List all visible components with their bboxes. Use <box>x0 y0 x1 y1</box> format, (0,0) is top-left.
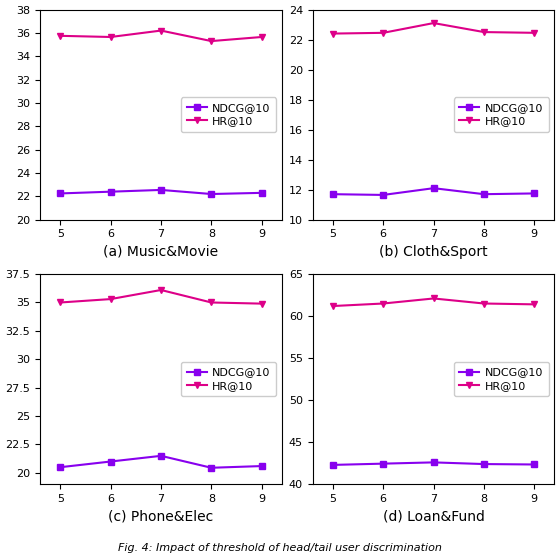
NDCG@10 <box>430 185 437 192</box>
NDCG@10 <box>208 464 214 471</box>
X-axis label: (d) Loan&Fund: (d) Loan&Fund <box>382 510 484 524</box>
Legend: NDCG@10, HR@10: NDCG@10, HR@10 <box>454 362 549 396</box>
NDCG@10 <box>258 463 265 469</box>
NDCG@10 <box>57 464 64 470</box>
Legend: NDCG@10, HR@10: NDCG@10, HR@10 <box>181 362 276 396</box>
NDCG@10 <box>380 192 386 198</box>
NDCG@10 <box>380 460 386 467</box>
HR@10 <box>108 34 114 40</box>
Line: NDCG@10: NDCG@10 <box>330 186 537 198</box>
NDCG@10 <box>108 458 114 465</box>
NDCG@10 <box>157 187 164 193</box>
X-axis label: (b) Cloth&Sport: (b) Cloth&Sport <box>379 245 488 259</box>
HR@10 <box>157 286 164 293</box>
NDCG@10 <box>57 190 64 197</box>
NDCG@10 <box>208 191 214 197</box>
Text: Fig. 4: Impact of threshold of head/tail user discrimination: Fig. 4: Impact of threshold of head/tail… <box>118 543 442 553</box>
X-axis label: (c) Phone&Elec: (c) Phone&Elec <box>109 510 213 524</box>
NDCG@10 <box>108 188 114 195</box>
NDCG@10 <box>329 461 336 468</box>
Legend: NDCG@10, HR@10: NDCG@10, HR@10 <box>181 98 276 132</box>
HR@10 <box>329 302 336 309</box>
NDCG@10 <box>157 453 164 459</box>
Line: HR@10: HR@10 <box>58 28 264 44</box>
HR@10 <box>258 34 265 40</box>
HR@10 <box>329 30 336 37</box>
NDCG@10 <box>329 191 336 198</box>
HR@10 <box>258 300 265 307</box>
HR@10 <box>208 38 214 44</box>
NDCG@10 <box>258 189 265 196</box>
HR@10 <box>57 299 64 306</box>
X-axis label: (a) Music&Movie: (a) Music&Movie <box>104 245 218 259</box>
Line: NDCG@10: NDCG@10 <box>58 187 264 197</box>
HR@10 <box>380 29 386 36</box>
Line: HR@10: HR@10 <box>330 296 537 309</box>
HR@10 <box>531 29 538 36</box>
Line: NDCG@10: NDCG@10 <box>330 460 537 468</box>
NDCG@10 <box>430 459 437 466</box>
NDCG@10 <box>531 190 538 197</box>
HR@10 <box>157 27 164 34</box>
Legend: NDCG@10, HR@10: NDCG@10, HR@10 <box>454 98 549 132</box>
HR@10 <box>480 300 487 307</box>
Line: NDCG@10: NDCG@10 <box>58 453 264 470</box>
HR@10 <box>531 301 538 307</box>
NDCG@10 <box>480 191 487 198</box>
Line: HR@10: HR@10 <box>330 20 537 37</box>
NDCG@10 <box>531 461 538 468</box>
HR@10 <box>430 295 437 302</box>
HR@10 <box>57 33 64 39</box>
HR@10 <box>430 20 437 27</box>
HR@10 <box>380 300 386 307</box>
Line: HR@10: HR@10 <box>58 287 264 306</box>
HR@10 <box>208 299 214 306</box>
HR@10 <box>108 296 114 302</box>
HR@10 <box>480 29 487 35</box>
NDCG@10 <box>480 461 487 468</box>
